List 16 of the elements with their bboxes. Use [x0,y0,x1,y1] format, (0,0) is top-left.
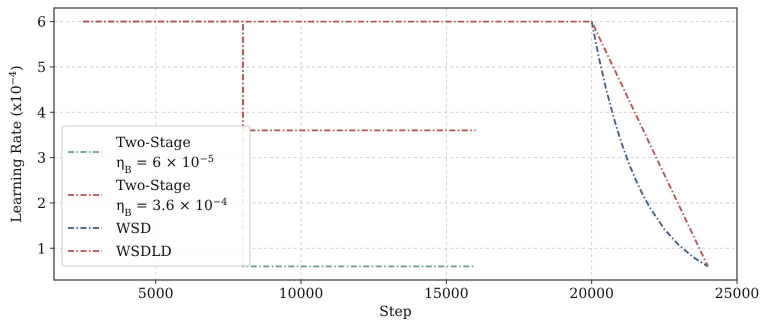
y-tick-label: 5 [37,60,46,76]
x-axis-title: Step [379,304,412,320]
x-tick-label: 20000 [569,286,614,302]
legend-label: WSDLD [116,244,172,260]
x-tick-label: 25000 [714,286,760,302]
y-tick-label: 1 [37,241,46,258]
x-tick-label: 15000 [424,286,469,302]
x-tick-label: 10000 [278,286,324,302]
legend-label: WSD [116,221,152,237]
y-tick-label: 2 [37,196,46,212]
x-tick-label: 5000 [138,286,174,302]
legend-label: Two-Stage η$_{B}$ = 6 × 10$^{−5}$ [116,135,214,176]
y-tick-label: 4 [37,105,46,122]
y-tick-label: 3 [37,150,46,167]
legend-label: Two-Stage η$_{B}$ = 3.6 × 10$^{−4}$ [116,178,228,218]
y-tick-label: 6 [37,14,46,31]
